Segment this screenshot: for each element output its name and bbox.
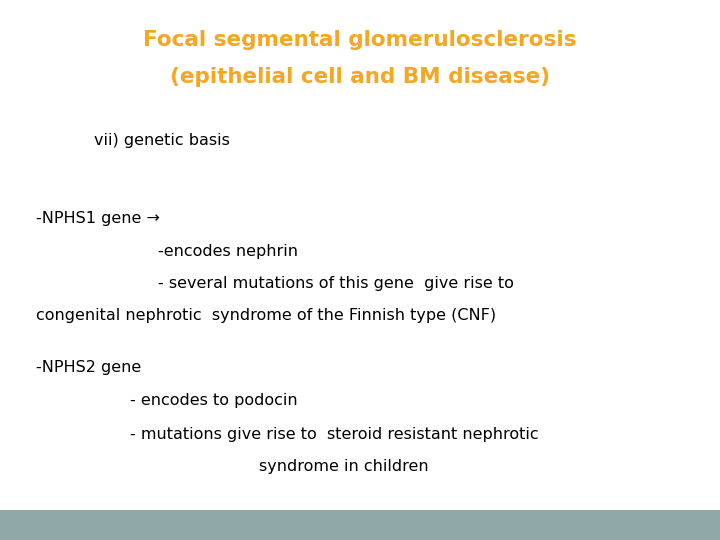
Text: Focal segmental glomerulosclerosis: Focal segmental glomerulosclerosis (143, 30, 577, 51)
FancyBboxPatch shape (0, 510, 720, 540)
Text: - encodes to podocin: - encodes to podocin (130, 393, 297, 408)
Text: syndrome in children: syndrome in children (259, 459, 429, 474)
Text: congenital nephrotic  syndrome of the Finnish type (CNF): congenital nephrotic syndrome of the Fin… (36, 308, 496, 323)
Text: (epithelial cell and BM disease): (epithelial cell and BM disease) (170, 66, 550, 87)
Text: -NPHS2 gene: -NPHS2 gene (36, 360, 141, 375)
Text: -encodes nephrin: -encodes nephrin (158, 244, 298, 259)
Text: vii) genetic basis: vii) genetic basis (94, 133, 230, 148)
Text: - several mutations of this gene  give rise to: - several mutations of this gene give ri… (158, 276, 514, 291)
Text: - mutations give rise to  steroid resistant nephrotic: - mutations give rise to steroid resista… (130, 427, 539, 442)
Text: -NPHS1 gene →: -NPHS1 gene → (36, 211, 160, 226)
